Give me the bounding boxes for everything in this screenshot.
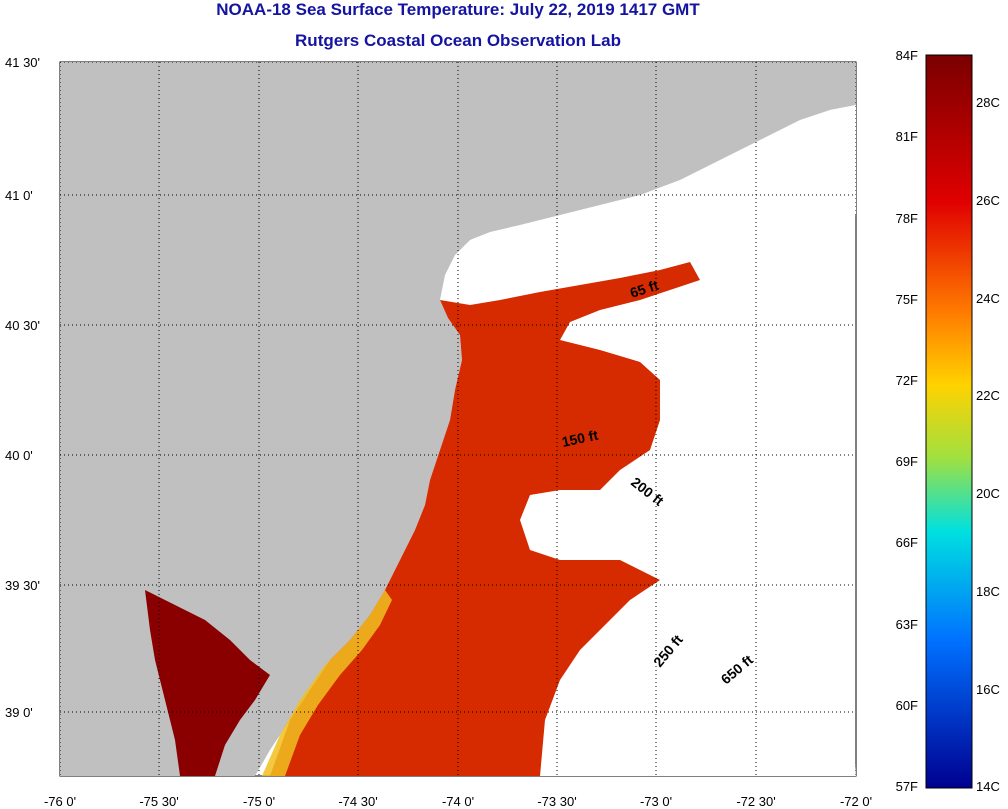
lon-tick-label: -73 0'	[640, 794, 672, 809]
colorbar-f-label: 60F	[896, 698, 918, 713]
map-title: NOAA-18 Sea Surface Temperature: July 22…	[216, 0, 700, 19]
colorbar-f-label: 81F	[896, 129, 918, 144]
lon-tick-label: -76 0'	[44, 794, 76, 809]
lat-tick-label: 39 0'	[5, 705, 33, 720]
lat-tick-label: 40 0'	[5, 448, 33, 463]
lon-tick-label: -74 0'	[442, 794, 474, 809]
lat-tick-label: 41 0'	[5, 188, 33, 203]
cloud-area	[520, 105, 856, 776]
colorbar-bar	[925, 54, 973, 789]
warm-water	[270, 262, 700, 776]
colorbar-f-label: 78F	[896, 211, 918, 226]
colorbar-f-label: 84F	[896, 48, 918, 63]
contour-label-150ft: 150 ft	[560, 427, 599, 450]
lon-tick-label: -75 30'	[139, 794, 178, 809]
bay-water	[145, 590, 270, 776]
lon-tick-label: -75 0'	[243, 794, 275, 809]
colorbar-c-label: 22C	[976, 388, 1000, 403]
colorbar-f-label: 66F	[896, 535, 918, 550]
colorbar-c-label: 26C	[976, 193, 1000, 208]
colorbar-c-label: 24C	[976, 291, 1000, 306]
colorbar-c-label: 14C	[976, 779, 1000, 794]
colorbar-c-labels: 28C 26C 24C 22C 20C 18C 16C 14C	[976, 95, 1000, 794]
lon-tick-label: -74 30'	[338, 794, 377, 809]
land-area	[60, 62, 856, 776]
colorbar-f-label: 57F	[896, 779, 918, 794]
colorbar-c-label: 16C	[976, 682, 1000, 697]
lat-tick-label: 39 30'	[5, 578, 40, 593]
lon-ticks: -76 0' -75 30' -75 0' -74 30' -74 0' -73 30' -…	[44, 62, 872, 809]
colorbar-c-label: 20C	[976, 486, 1000, 501]
map-subtitle: Rutgers Coastal Ocean Observation Lab	[295, 31, 621, 50]
lat-tick-label: 40 30'	[5, 318, 40, 333]
colorbar-f-labels: 84F 81F 78F 75F 72F 69F 66F 63F 60F 57F	[896, 48, 918, 794]
lat-ticks: 41 30' 41 0' 40 30' 40 0' 39 30' 39 0'	[5, 55, 856, 720]
colorbar-f-label: 72F	[896, 373, 918, 388]
colorbar-c-label: 28C	[976, 95, 1000, 110]
colorbar-f-label: 69F	[896, 454, 918, 469]
colorbar-f-label: 63F	[896, 617, 918, 632]
lat-tick-label: 41 30'	[5, 55, 40, 70]
lon-tick-label: -72 0'	[840, 794, 872, 809]
cool-coastal-strip	[262, 590, 392, 776]
lon-tick-label: -73 30'	[537, 794, 576, 809]
colorbar-f-label: 75F	[896, 292, 918, 307]
lon-tick-label: -72 30'	[736, 794, 775, 809]
colorbar-c-label: 18C	[976, 584, 1000, 599]
